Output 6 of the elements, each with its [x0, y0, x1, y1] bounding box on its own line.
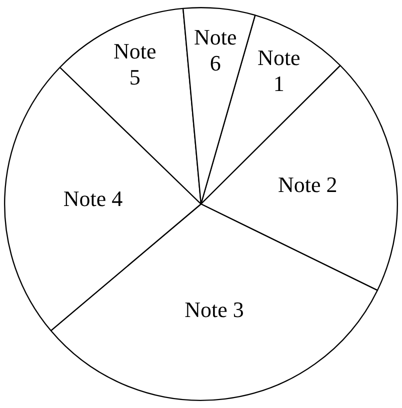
slice-label: Note 5 [113, 38, 156, 90]
slice-label: Note 4 [63, 186, 123, 212]
slice-label: Note 6 [194, 24, 237, 76]
slice-label: Note 1 [258, 44, 300, 96]
slice-label: Note 3 [184, 296, 244, 322]
slice-label: Note 2 [278, 172, 338, 198]
